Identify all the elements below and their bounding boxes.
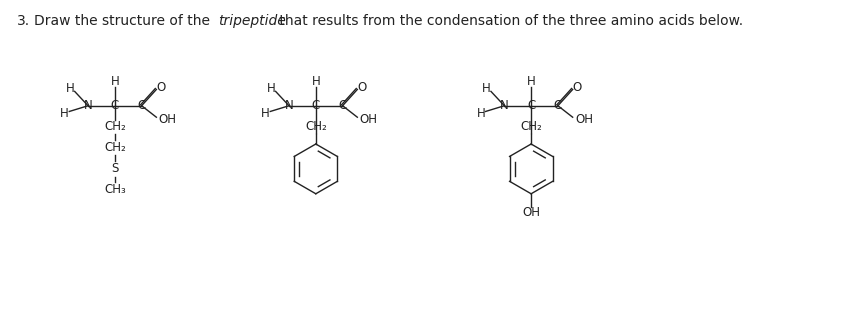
Text: 3.: 3. [17, 14, 30, 28]
Text: H: H [60, 107, 69, 120]
Text: N: N [284, 99, 293, 112]
Text: OH: OH [159, 113, 176, 126]
Text: OH: OH [360, 113, 377, 126]
Text: O: O [357, 81, 366, 94]
Text: C: C [553, 99, 561, 112]
Text: C: C [311, 99, 320, 112]
Text: N: N [84, 99, 92, 112]
Text: that results from the condensation of the three amino acids below.: that results from the condensation of th… [274, 14, 742, 28]
Text: C: C [111, 99, 119, 112]
Text: O: O [572, 81, 582, 94]
Text: C: C [338, 99, 346, 112]
Text: CH₂: CH₂ [104, 141, 126, 154]
Text: H: H [526, 75, 535, 88]
Text: N: N [500, 99, 508, 112]
Text: O: O [156, 81, 165, 94]
Text: H: H [481, 82, 490, 95]
Text: CH₂: CH₂ [305, 120, 327, 133]
Text: H: H [65, 82, 74, 95]
Text: H: H [266, 82, 275, 95]
Text: C: C [138, 99, 145, 112]
Text: CH₃: CH₃ [104, 183, 126, 196]
Text: C: C [527, 99, 534, 112]
Text: S: S [111, 163, 118, 175]
Text: OH: OH [575, 113, 592, 126]
Text: H: H [311, 75, 320, 88]
Text: tripeptide: tripeptide [218, 14, 285, 28]
Text: H: H [261, 107, 269, 120]
Text: H: H [111, 75, 119, 88]
Text: CH₂: CH₂ [520, 120, 541, 133]
Text: OH: OH [522, 206, 539, 219]
Text: CH₂: CH₂ [104, 120, 126, 133]
Text: Draw the structure of the: Draw the structure of the [35, 14, 214, 28]
Text: H: H [476, 107, 484, 120]
